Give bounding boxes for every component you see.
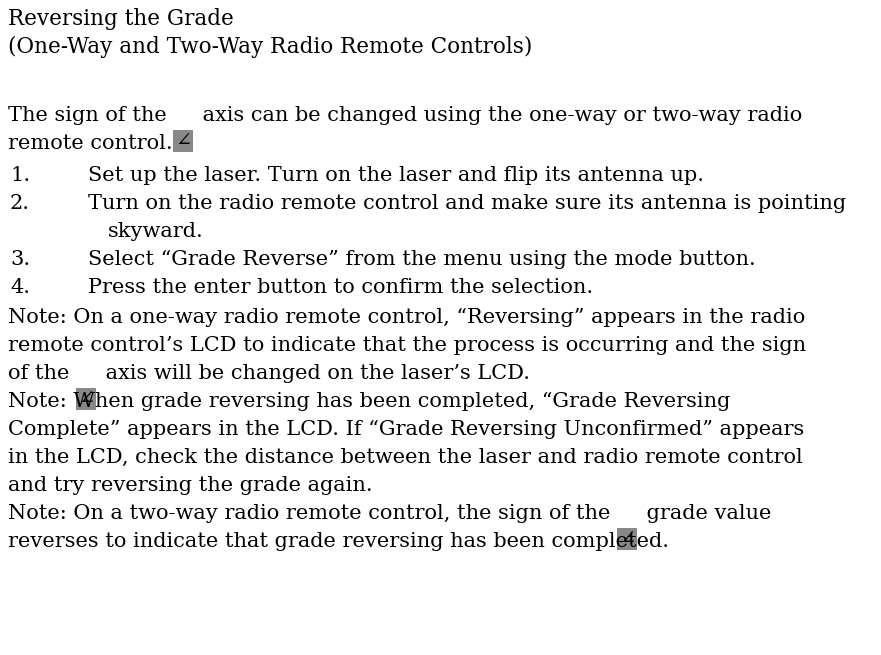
Text: grade value: grade value [640,504,772,523]
Text: 4.: 4. [10,278,30,297]
Text: skyward.: skyward. [108,222,204,241]
FancyBboxPatch shape [76,388,96,410]
Text: reverses to indic​ate that grade reversing has been completed.: reverses to indic​ate that grade reversi… [8,532,669,551]
Text: ∠: ∠ [618,530,635,548]
Text: in the LCD, check the distance between the laser and radio remote control: in the LCD, check the distance between t… [8,448,803,467]
Text: 2.: 2. [10,194,30,213]
Text: Note: On a two-way radio remote control, the sign of the: Note: On a two-way radio remote control,… [8,504,617,523]
Text: 3.: 3. [10,250,30,269]
Text: ∠: ∠ [78,390,94,408]
Text: remote control.: remote control. [8,134,173,153]
Text: Select “Grade Reverse” from the menu using the mode button.: Select “Grade Reverse” from the menu usi… [88,250,756,269]
FancyBboxPatch shape [617,528,637,550]
Text: Turn on the radio remote control and make sure its antenna is pointing: Turn on the radio remote control and mak… [88,194,846,213]
Text: Set up the laser. Turn on the laser and flip its antenna up.: Set up the laser. Turn on the laser and … [88,166,704,185]
Text: The sign of the: The sign of the [8,106,174,125]
Text: axis can be changed using the one-way or two-way radio: axis can be changed using the one-way or… [196,106,803,125]
Text: (One-Way and Two-Way Radio Remote Controls): (One-Way and Two-Way Radio Remote Contro… [8,36,532,58]
Text: Note: When grade reversing has been completed, “Grade Reversing: Note: When grade reversing has been comp… [8,392,730,411]
FancyBboxPatch shape [174,130,193,152]
Text: Press the enter button to confirm the selection.: Press the enter button to confirm the se… [88,278,593,297]
Text: 1.: 1. [10,166,30,185]
Text: remote control’s LCD to indicate that the process is occurring and the sign: remote control’s LCD to indicate that th… [8,336,806,355]
Text: Reversing the Grade: Reversing the Grade [8,8,233,30]
Text: axis will be changed on the laser’s LCD.: axis will be changed on the laser’s LCD. [99,364,530,383]
Text: Complete” appears in the LCD. If “Grade Reversing Unconfirmed” appears: Complete” appears in the LCD. If “Grade … [8,420,804,439]
Text: ∠: ∠ [175,132,191,150]
Text: and try reversing the grade again.: and try reversing the grade again. [8,476,373,495]
Text: of the: of the [8,364,76,383]
Text: Note: On a one-way radio remote control, “Reversing” appears in the radio: Note: On a one-way radio remote control,… [8,308,805,327]
